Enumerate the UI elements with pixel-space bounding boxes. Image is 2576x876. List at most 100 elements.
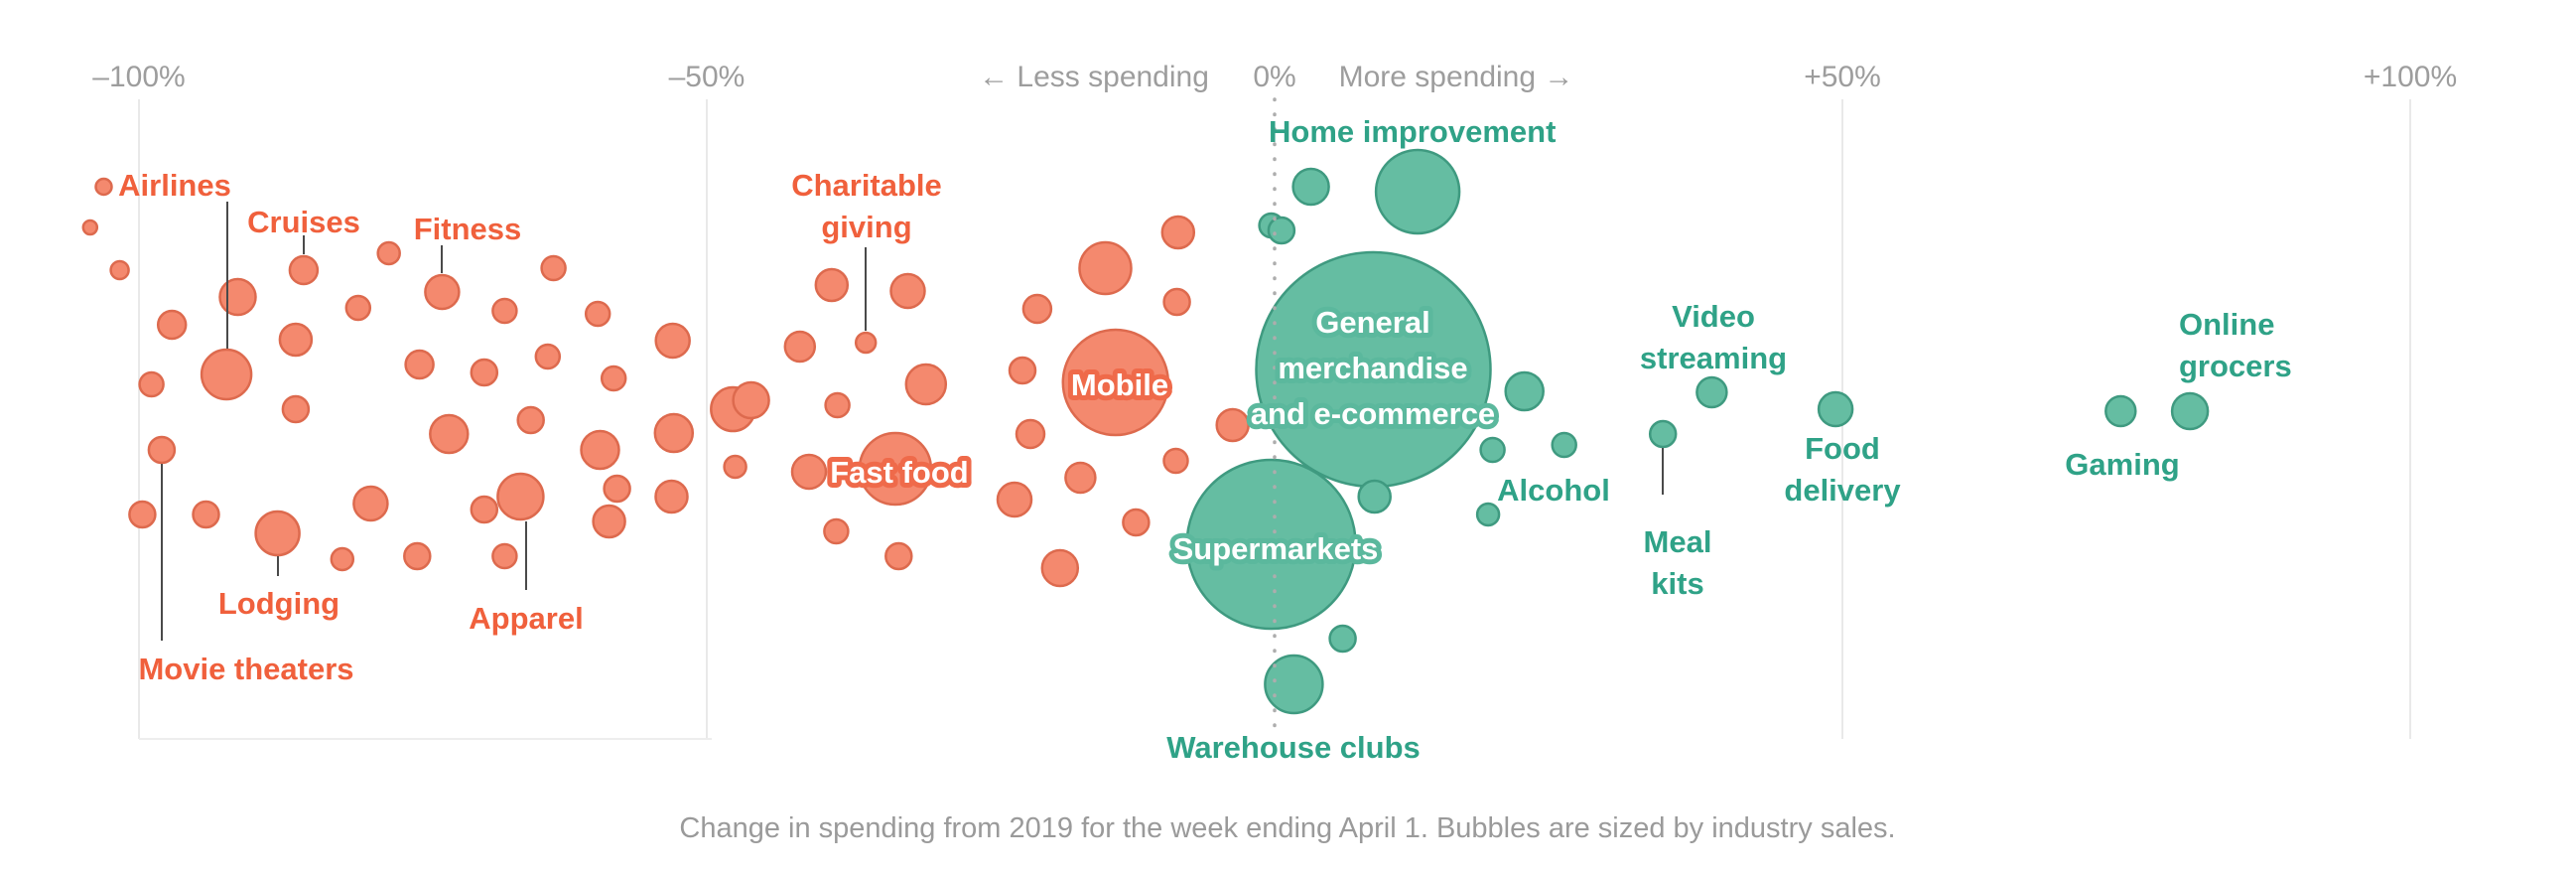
bubble [470,358,499,387]
tick-label--50: –50% [669,61,746,93]
label-video: Video [1672,299,1755,334]
bubble-fitness [424,273,461,311]
bubble [580,429,620,471]
bubble [516,405,545,435]
bubble [603,474,631,504]
bubble [429,413,470,455]
bubble [281,394,311,424]
bubble [1008,356,1037,385]
axis-note-less-spending: ← Less spending [979,61,1209,93]
bubble [790,453,828,491]
bubble-lodging [254,510,301,557]
bubble [654,322,691,360]
bubble [540,254,567,282]
bubble [1357,479,1392,514]
bubble-cruises [288,254,320,286]
bubble [404,349,435,380]
label-airlines: Airlines [118,168,231,203]
bubble [534,343,562,370]
bubble [1015,418,1046,450]
bubble [81,219,99,236]
bubble [109,259,130,281]
label-streaming: streaming [1640,341,1787,375]
bubble-warehouse-clubs [1264,654,1324,715]
label-warehouse-clubs: Warehouse clubs [1166,730,1421,765]
bubble [592,504,626,539]
axis-note-more-spending: More spending → [1339,61,1574,93]
axis-labels-layer: –100% –50% 0% +50% +100% ← Less spending More … [92,61,2457,93]
bubble [654,479,689,514]
label-gaming: Gaming [2065,447,2179,482]
bubble [1267,216,1296,245]
tick-label-50: +50% [1804,61,1881,93]
bubble-supermarkets [1185,458,1357,631]
bubble [653,412,695,454]
bubble [94,177,113,197]
bubble [1078,240,1133,296]
bubble-home-improvement [1374,148,1461,235]
label-supermarkets: Supermarkets [1173,531,1379,566]
bubble [584,300,611,328]
bubble [218,277,257,317]
bubble [352,485,389,522]
bubble [823,517,850,545]
label-grocers: grocers [2179,349,2292,383]
bubble [491,542,518,570]
bubble-fast-food [858,431,933,507]
label-fitness: Fitness [414,212,522,246]
bubble-apparel [496,472,545,521]
bubble [1160,215,1196,250]
bubble [128,500,157,529]
bubble [600,365,627,392]
label-movie-theaters: Movie theaters [138,652,353,686]
tick-label--100: –100% [92,61,185,93]
bubble [1021,293,1053,325]
bubble [1162,287,1191,317]
bubbles-layer [81,148,2210,715]
label-kits: kits [1651,566,1703,601]
bubble-airlines [200,348,253,401]
chart-caption: Change in spending from 2019 for the wee… [679,812,1895,844]
bubble [723,454,747,480]
bubble [278,322,314,358]
bubble-movie-theaters [147,435,177,465]
bubble-mobile [1061,328,1170,437]
bubble [1551,431,1577,459]
bubble [344,294,372,322]
bubble [491,297,518,325]
bubble [403,541,432,571]
bubble [904,363,948,406]
label-meal: Meal [1644,524,1712,559]
label-mobile: Mobile [1071,367,1168,402]
bubble [1504,370,1545,412]
label-giving: giving [821,210,911,244]
label-general: General [1315,305,1429,340]
bubble [1122,508,1151,537]
tick-label-0: 0% [1253,61,1295,93]
bubble [1040,548,1080,588]
bubble-charitable-giving [854,331,878,355]
bubble [1162,447,1189,475]
bubble-video-streaming [1695,375,1728,409]
bubble-online-grocers [2170,391,2210,431]
bubble [884,541,913,571]
bubble-meal-kits [1648,419,1678,449]
industry-labels-layer: Airlines Cruises Fitness Lodging Movie theat… [118,114,2292,765]
bubble-gaming [2104,394,2137,428]
bubble [996,481,1033,518]
bubble [1291,167,1330,207]
label-online: Online [2179,307,2274,342]
bubble [889,272,926,310]
connectors-layer [161,202,1664,641]
label-cruises: Cruises [247,205,360,239]
bubble [824,391,851,419]
tick-label-100: +100% [2364,61,2457,93]
label-food: Food [1805,431,1880,466]
bubble [814,267,850,303]
bubble [783,330,817,364]
label-delivery: delivery [1784,473,1901,508]
bubble [138,370,165,398]
bubble-food-delivery [1817,390,1854,428]
